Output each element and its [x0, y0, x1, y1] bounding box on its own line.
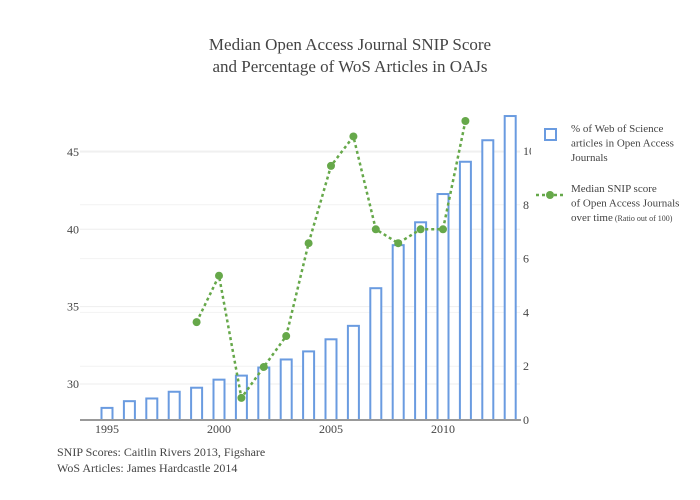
bar-2005: [324, 338, 338, 421]
y-right-tick-2: 2: [523, 359, 529, 373]
chart-title-line-1: Median Open Access Journal SNIP Score: [208, 35, 492, 54]
bar-2007: [369, 287, 383, 421]
bar-series: [100, 115, 517, 422]
legend-bar-label-line: articles in Open Access: [571, 138, 674, 150]
y-left-tick-45: 45: [67, 145, 79, 159]
legend-line-label-line: of Open Access Journals: [571, 198, 679, 210]
legend-line-note: (Ratio out of 100): [613, 214, 673, 223]
x-tick-2005: 2005: [319, 422, 343, 436]
bar-2008: [391, 244, 405, 421]
snip-point-2002: [259, 362, 268, 371]
y-left-tick-40: 40: [67, 222, 79, 236]
bar-2009: [414, 221, 428, 421]
snip-point-1999: [192, 318, 201, 327]
gridlines: [80, 150, 520, 385]
bar-2011: [458, 160, 472, 421]
bar-2004: [302, 350, 316, 421]
snip-point-2010: [439, 225, 447, 234]
bar-1997: [145, 397, 159, 422]
legend-line-label-line: over time (Ratio out of 100): [571, 212, 673, 224]
legend: % of Web of Science articles in Open Acce…: [536, 123, 679, 224]
bar-1998: [167, 390, 181, 422]
snip-point-2008: [394, 239, 403, 248]
x-tick-2000: 2000: [207, 422, 231, 436]
bar-1995: [100, 406, 114, 421]
legend-line-label-line: Median SNIP score: [571, 183, 657, 195]
snip-point-2006: [349, 132, 358, 141]
source-note-snip: SNIP Scores: Caitlin Rivers 2013, Figsha…: [57, 445, 266, 459]
line-series: [192, 117, 470, 402]
y-left-tick-30: 30: [67, 377, 79, 391]
legend-bar-swatch: [544, 128, 557, 141]
bar-2013: [503, 115, 517, 421]
y-right-tick-4: 4: [523, 305, 529, 319]
right-axis-mask: [531, 140, 539, 430]
snip-point-2000: [215, 271, 223, 280]
y-left-tick-labels: 30 35 40 45: [67, 145, 79, 391]
legend-bar-label-line: % of Web of Science: [571, 123, 663, 135]
bar-2006: [346, 324, 360, 422]
y-right-tick-6: 6: [523, 252, 529, 266]
snip-point-2003: [282, 332, 291, 341]
snip-point-2001: [237, 393, 246, 402]
x-tick-1995: 1995: [95, 422, 119, 436]
x-tick-labels: 1995 2000 2005 2010: [95, 422, 455, 436]
legend-bar-label-line: Journals: [571, 152, 608, 164]
bar-2003: [279, 358, 293, 422]
snip-point-2005: [327, 161, 335, 170]
y-right-tick-8: 8: [523, 198, 529, 212]
snip-point-2009: [416, 225, 425, 234]
legend-line-marker: [546, 191, 554, 199]
source-note-wos: WoS Articles: James Hardcastle 2014: [57, 461, 238, 475]
bar-2012: [481, 139, 495, 422]
chart-title-line-2: and Percentage of WoS Articles in OAJs: [212, 57, 488, 76]
x-tick-2010: 2010: [431, 422, 455, 436]
bar-2002: [257, 366, 271, 422]
bar-2000: [212, 378, 226, 421]
snip-point-2004: [304, 239, 313, 248]
y-right-tick-0: 0: [523, 413, 529, 427]
bar-1996: [122, 400, 136, 422]
y-left-tick-35: 35: [67, 300, 79, 314]
bar-1999: [190, 386, 204, 421]
snip-point-2011: [461, 117, 470, 126]
snip-point-2007: [371, 225, 380, 234]
